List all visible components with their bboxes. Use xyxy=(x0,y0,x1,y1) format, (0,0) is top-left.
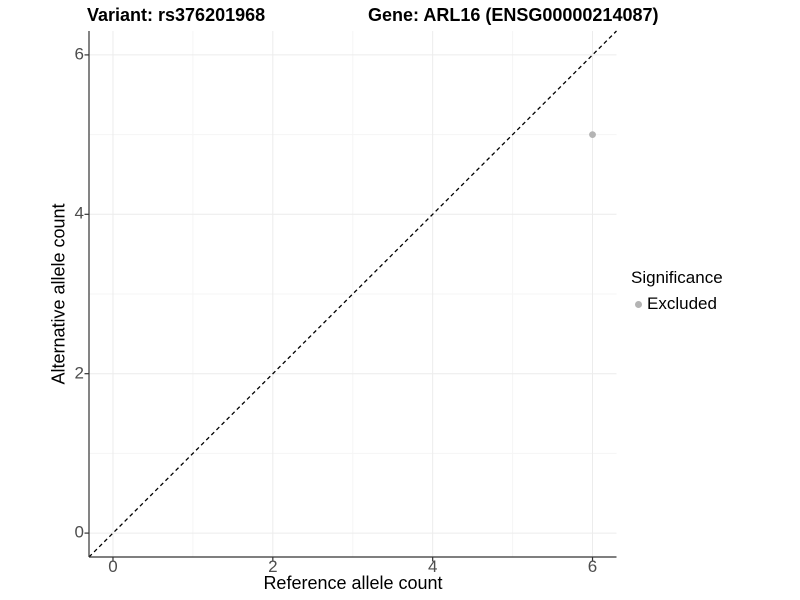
x-axis-title: Reference allele count xyxy=(263,573,443,593)
legend-item-label: Excluded xyxy=(647,294,717,313)
plot-title-gene: Gene: ARL16 (ENSG00000214087) xyxy=(368,5,659,25)
identity-line xyxy=(88,30,617,558)
y-axis-title: Alternative allele count xyxy=(48,203,69,385)
y-tick-label: 0 xyxy=(74,522,84,542)
legend-point-icon xyxy=(635,300,642,308)
x-tick-label: 2 xyxy=(268,557,278,576)
legend: Significance Excluded xyxy=(631,268,723,314)
y-tick-label: 2 xyxy=(74,363,84,383)
plot-title-variant: Variant: rs376201968 xyxy=(87,5,266,25)
y-tick-label: 6 xyxy=(74,44,84,64)
data-point xyxy=(589,131,596,139)
legend-item-excluded: Excluded xyxy=(631,294,723,314)
y-tick-label: 4 xyxy=(74,203,84,223)
legend-title: Significance xyxy=(631,268,723,287)
x-tick-label: 4 xyxy=(427,557,438,576)
x-tick-label: 6 xyxy=(587,557,598,576)
x-tick-label: 0 xyxy=(108,557,118,576)
